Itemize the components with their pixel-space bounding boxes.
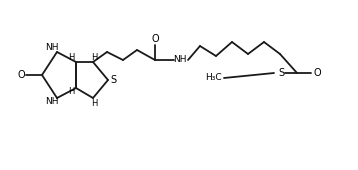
Text: O: O [17, 70, 25, 80]
Text: H: H [91, 98, 97, 107]
Text: O: O [151, 34, 159, 44]
Text: NH: NH [45, 44, 59, 53]
Text: NH: NH [173, 55, 187, 64]
Text: S: S [110, 75, 116, 85]
Text: NH: NH [45, 98, 59, 106]
Text: H: H [68, 88, 74, 97]
Text: H: H [91, 53, 97, 62]
Text: H: H [68, 54, 74, 63]
Text: O: O [313, 68, 321, 78]
Text: H₃C: H₃C [205, 73, 221, 82]
Text: S: S [278, 68, 284, 78]
